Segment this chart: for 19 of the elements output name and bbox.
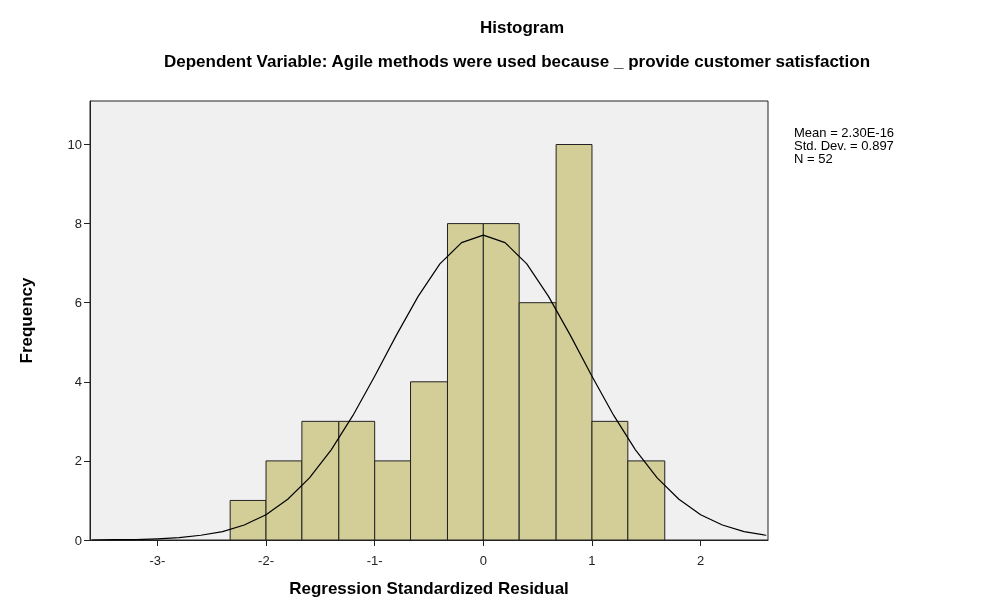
y-tick-label: 2 — [74, 453, 82, 469]
y-axis-title: Frequency — [17, 276, 36, 364]
y-tick-label: 8 — [74, 216, 82, 232]
x-tick-label: 0 — [479, 553, 487, 568]
text: Mean = 2.30E-16 — [794, 125, 895, 140]
text: Std. Dev. = 0.897 — [794, 138, 894, 153]
x-tick-label: -2- — [258, 553, 274, 568]
y-tick-label: 0 — [74, 532, 82, 548]
y-tick-label: 6 — [74, 295, 82, 311]
y-tick-label: 10 — [67, 137, 82, 152]
text: N = 52 — [794, 151, 833, 166]
x-tick-label: 1 — [588, 553, 596, 568]
x-tick-label: -3- — [149, 553, 166, 568]
chart-subtitle: Dependent Variable: Agile methods were used because _ provide customer satisfaction — [163, 51, 871, 71]
x-tick-label: -1- — [366, 553, 383, 568]
y-tick-label: 4 — [74, 374, 82, 390]
x-tick-label: 2 — [697, 553, 705, 568]
x-axis-title: Regression Standardized Residual — [289, 579, 569, 598]
chart-title: Histogram — [479, 18, 565, 37]
